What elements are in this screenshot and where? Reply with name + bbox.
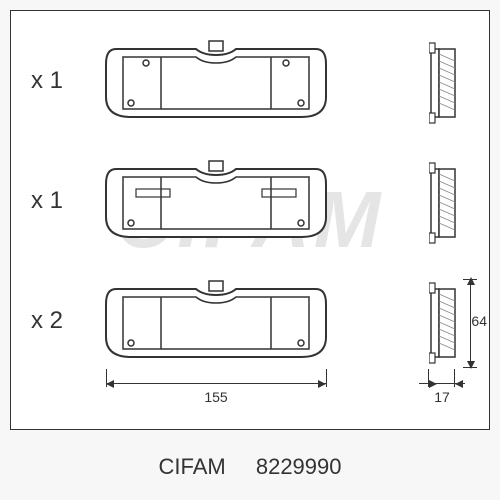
part-number: 8229990 bbox=[256, 454, 342, 479]
brake-pad-side-view bbox=[429, 39, 459, 127]
brake-pad-front-view bbox=[101, 159, 331, 247]
brake-pad-row-1: x 1 bbox=[11, 21, 489, 141]
brake-pad-front-view bbox=[101, 39, 331, 127]
brake-pad-side-view bbox=[429, 279, 459, 367]
quantity-label: x 1 bbox=[31, 187, 63, 215]
quantity-label: x 1 bbox=[31, 67, 63, 95]
product-footer: CIFAM 8229990 bbox=[0, 454, 500, 480]
brake-pad-front-view bbox=[101, 279, 331, 367]
brand-name: CIFAM bbox=[158, 454, 225, 479]
dimension-value: 17 bbox=[429, 389, 455, 405]
brake-pad-row-2: x 1 bbox=[11, 141, 489, 261]
quantity-label: x 2 bbox=[31, 307, 63, 335]
brake-pad-side-view bbox=[429, 159, 459, 247]
brake-pad-row-3: x 2 bbox=[11, 261, 489, 381]
dimension-value: 155 bbox=[191, 389, 241, 405]
technical-diagram: CIFAM x 1 x 1 bbox=[10, 10, 490, 430]
